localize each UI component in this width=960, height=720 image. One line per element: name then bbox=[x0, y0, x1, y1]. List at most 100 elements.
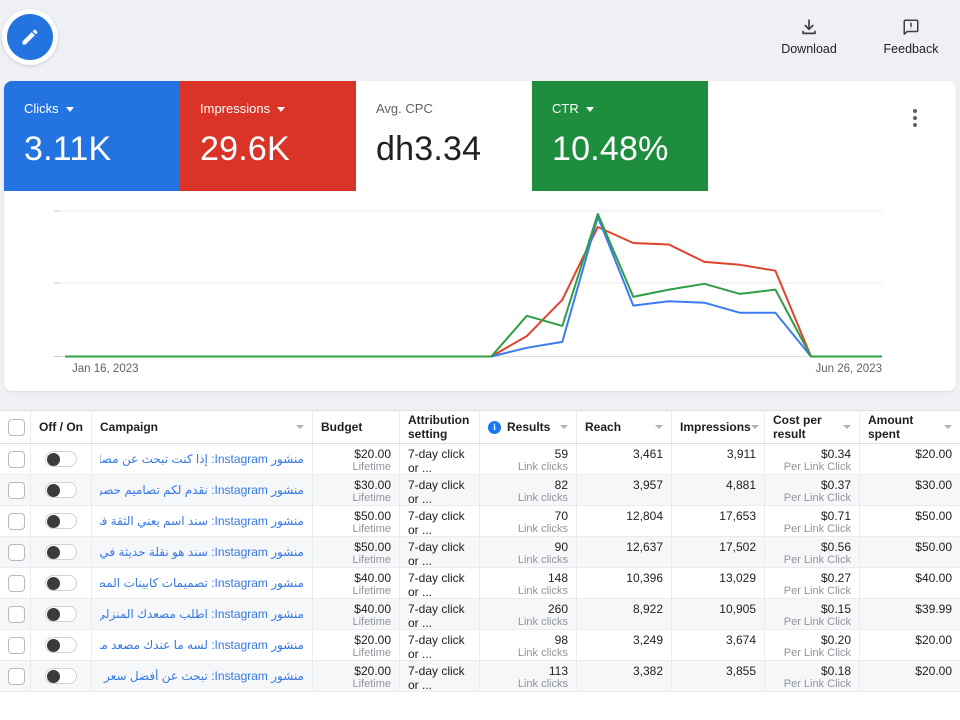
cell-subvalue: Link clicks bbox=[517, 461, 568, 473]
column-header-label: Off / On bbox=[39, 420, 83, 434]
budget-cell: $50.00 Lifetime bbox=[313, 506, 400, 536]
metric-value: 3.11K bbox=[24, 130, 112, 168]
sort-caret-icon[interactable] bbox=[560, 425, 568, 429]
campaign-toggle-off[interactable] bbox=[45, 544, 77, 560]
cell-subvalue: Lifetime bbox=[352, 616, 391, 628]
cell-value: 7-day click or ... bbox=[408, 447, 465, 474]
cell-value: 7-day click or ... bbox=[408, 540, 465, 567]
cell-subvalue: Lifetime bbox=[352, 523, 391, 535]
metric-card-avg-cpc: Avg. CPC dh3.34 bbox=[356, 81, 532, 191]
metric-label: CTR bbox=[552, 101, 579, 116]
budget-cell: $50.00 Lifetime bbox=[313, 537, 400, 567]
cell-value: 12,637 bbox=[626, 540, 663, 554]
campaign-toggle-off[interactable] bbox=[45, 513, 77, 529]
campaign-toggle-off[interactable] bbox=[45, 451, 77, 467]
sort-caret-icon[interactable] bbox=[843, 425, 851, 429]
feedback-label: Feedback bbox=[883, 42, 939, 56]
toggle-knob bbox=[47, 545, 60, 559]
campaigns-table: Off / On Campaign Budget Attribution settin… bbox=[0, 410, 960, 720]
cell-value: $50.00 bbox=[354, 540, 391, 554]
row-checkbox[interactable] bbox=[8, 512, 25, 530]
cell-value: $20.00 bbox=[354, 633, 391, 647]
cell-subvalue: Per Link Click bbox=[783, 616, 851, 628]
table-row: منشور Instagram: لسه ما عندك مصعد منزلي؟… bbox=[0, 630, 960, 661]
campaign-toggle-off[interactable] bbox=[45, 575, 77, 591]
cell-value: $0.18 bbox=[820, 664, 851, 678]
amount-spent-cell: $20.00 bbox=[860, 444, 960, 474]
impressions-cell: 4,881 bbox=[672, 475, 765, 505]
select-cell bbox=[0, 568, 31, 598]
cell-subvalue: Lifetime bbox=[352, 461, 391, 473]
cell-value: 98 bbox=[554, 633, 568, 647]
sort-caret-icon[interactable] bbox=[750, 425, 759, 429]
campaign-toggle-off[interactable] bbox=[45, 668, 77, 684]
edit-button[interactable] bbox=[7, 14, 53, 60]
campaign-link[interactable]: منشور Instagram: اطلب مصعدك المنزلي الآن… bbox=[100, 607, 304, 621]
campaign-toggle-off[interactable] bbox=[45, 606, 77, 622]
cell-value: $50.00 bbox=[915, 540, 952, 554]
metric-card-ctr[interactable]: CTR 10.48% bbox=[532, 81, 708, 191]
campaign-link[interactable]: منشور Instagram: إذا كنت تبحث عن مصاعد ت… bbox=[100, 452, 304, 466]
campaign-toggle-off[interactable] bbox=[45, 637, 77, 653]
campaign-toggle-off[interactable] bbox=[45, 482, 77, 498]
attribution-cell: 7-day click or ... bbox=[400, 599, 480, 629]
row-checkbox[interactable] bbox=[8, 605, 25, 623]
impressions-cell: 17,653 bbox=[672, 506, 765, 536]
cost-per-result-cell: $0.27 Per Link Click bbox=[765, 568, 860, 598]
amount-spent-cell: $39.99 bbox=[860, 599, 960, 629]
results-cell: 260 Link clicks bbox=[480, 599, 577, 629]
impressions-cell: 3,911 bbox=[672, 444, 765, 474]
sort-caret-icon[interactable] bbox=[296, 425, 304, 429]
toggle-cell bbox=[31, 599, 92, 629]
cell-value: 4,881 bbox=[725, 478, 756, 492]
sort-caret-icon[interactable] bbox=[944, 425, 952, 429]
cell-subvalue: Lifetime bbox=[352, 678, 391, 690]
row-checkbox[interactable] bbox=[8, 450, 25, 468]
campaign-link[interactable]: منشور Instagram: تبحث عن أفضل سعر للمصاع… bbox=[100, 669, 304, 683]
performance-chart bbox=[54, 210, 882, 358]
reach-cell: 10,396 bbox=[577, 568, 672, 598]
row-checkbox[interactable] bbox=[8, 574, 25, 592]
campaign-link[interactable]: منشور Instagram: لسه ما عندك مصعد منزلي؟… bbox=[100, 638, 304, 652]
row-checkbox[interactable] bbox=[8, 481, 25, 499]
feedback-button[interactable]: Feedback bbox=[878, 18, 944, 56]
download-label: Download bbox=[781, 42, 837, 56]
table-row: منشور Instagram: تصميمات كابينات المصاعد… bbox=[0, 568, 960, 599]
attribution-cell: 7-day click or ... bbox=[400, 630, 480, 660]
cell-value: $20.00 bbox=[354, 664, 391, 678]
row-checkbox[interactable] bbox=[8, 636, 25, 654]
campaign-cell: منشور Instagram: سند اسم يعني الثقة في ع… bbox=[92, 506, 313, 536]
cell-value: 260 bbox=[547, 602, 568, 616]
cell-subvalue: Per Link Click bbox=[783, 585, 851, 597]
amount-spent-cell: $50.00 bbox=[860, 537, 960, 567]
cell-value: $40.00 bbox=[354, 571, 391, 585]
cell-value: 70 bbox=[554, 509, 568, 523]
campaign-link[interactable]: منشور Instagram: تصميمات كابينات المصاعد… bbox=[100, 576, 304, 590]
more-options-button[interactable] bbox=[906, 109, 924, 131]
metric-label: Clicks bbox=[24, 101, 59, 116]
campaign-cell: منشور Instagram: سند هو نقلة حديثة في عا… bbox=[92, 537, 313, 567]
cell-value: 148 bbox=[547, 571, 568, 585]
cell-value: $20.00 bbox=[354, 447, 391, 461]
attribution-cell: 7-day click or ... bbox=[400, 568, 480, 598]
x-axis-end-label: Jun 26, 2023 bbox=[815, 363, 882, 375]
row-checkbox[interactable] bbox=[8, 418, 25, 436]
row-checkbox[interactable] bbox=[8, 543, 25, 561]
attribution-cell: 7-day click or ... bbox=[400, 475, 480, 505]
results-cell: 59 Link clicks bbox=[480, 444, 577, 474]
campaign-link[interactable]: منشور Instagram: سند هو نقلة حديثة في عا… bbox=[100, 545, 304, 559]
campaign-link[interactable]: منشور Instagram: سند اسم يعني الثقة في ع… bbox=[100, 514, 304, 528]
download-button[interactable]: Download bbox=[776, 18, 842, 56]
campaign-link[interactable]: منشور Instagram: نقدم لكم تصاميم حصرية ل… bbox=[100, 483, 304, 497]
metric-card-clicks[interactable]: Clicks 3.11K bbox=[4, 81, 180, 191]
metric-card-impressions[interactable]: Impressions 29.6K bbox=[180, 81, 356, 191]
column-header-budget: Budget bbox=[313, 411, 400, 443]
campaign-cell: منشور Instagram: إذا كنت تبحث عن مصاعد ت… bbox=[92, 444, 313, 474]
column-header-cost: Cost per result bbox=[765, 411, 860, 443]
sort-caret-icon[interactable] bbox=[655, 425, 663, 429]
cell-subvalue: Lifetime bbox=[352, 647, 391, 659]
row-checkbox[interactable] bbox=[8, 667, 25, 685]
column-header-label: Budget bbox=[321, 420, 363, 434]
cell-value: $0.15 bbox=[820, 602, 851, 616]
cell-value: 3,911 bbox=[726, 447, 756, 461]
